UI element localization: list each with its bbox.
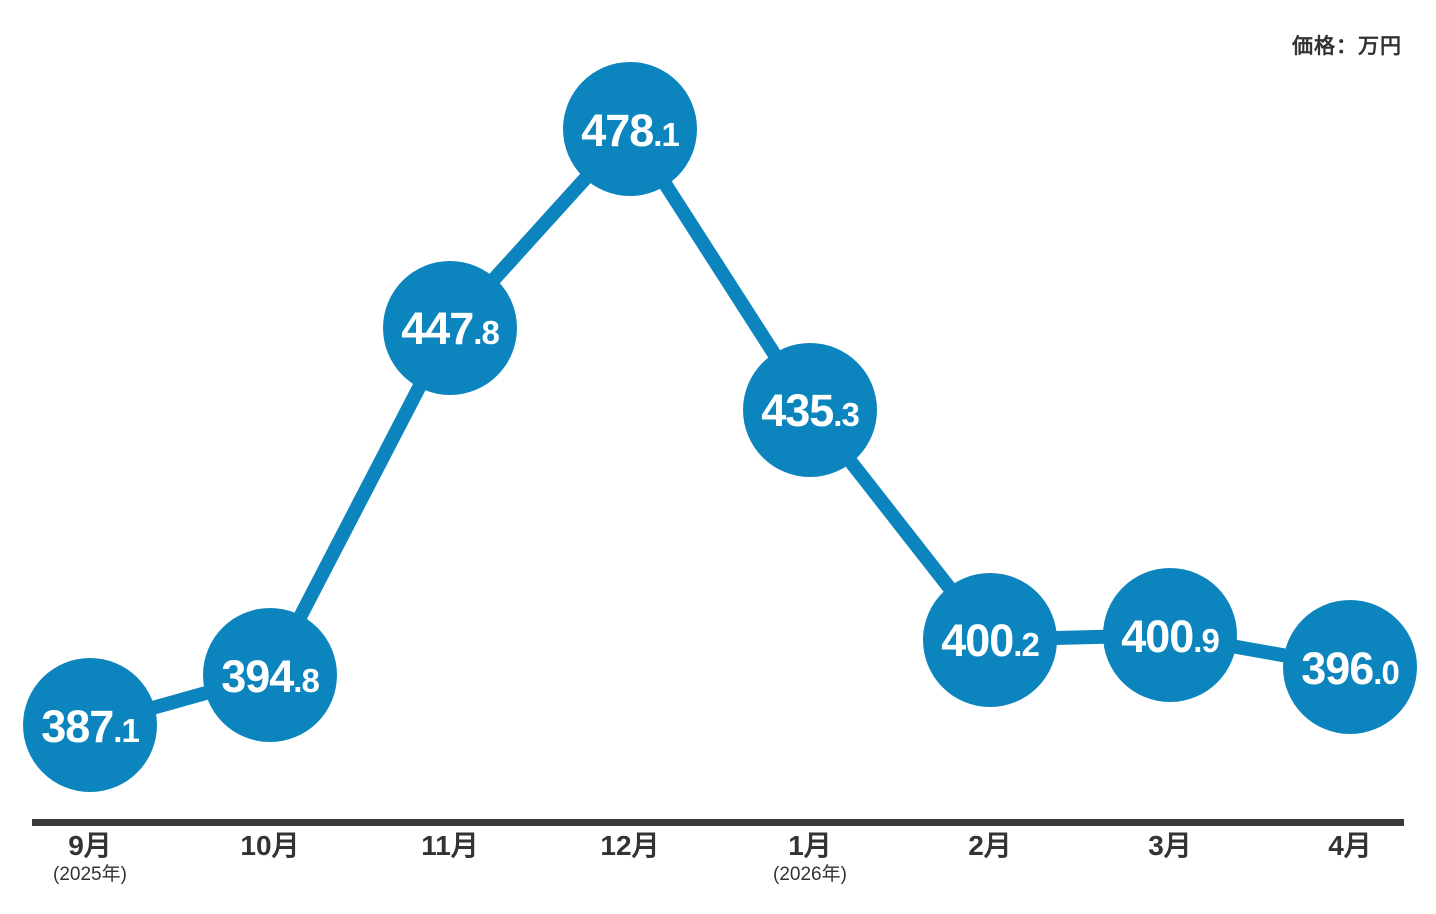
x-axis-month-label: 2月 bbox=[968, 830, 1012, 861]
data-point: 387.1 bbox=[23, 658, 157, 793]
data-point: 400.9 bbox=[1103, 568, 1237, 703]
x-axis-month-label: 10月 bbox=[240, 830, 300, 861]
data-point-value: 435.3 bbox=[761, 385, 860, 437]
x-axis-month-label: 3月 bbox=[1148, 830, 1192, 861]
x-axis-month-label: 4月 bbox=[1328, 830, 1372, 861]
data-point: 400.2 bbox=[923, 572, 1057, 707]
x-axis-month-label: 9月 bbox=[68, 830, 112, 861]
data-point-value: 400.2 bbox=[941, 615, 1040, 667]
x-axis-label: 4月 bbox=[1260, 830, 1436, 862]
unit-label: 価格：万円 bbox=[1292, 35, 1402, 58]
x-axis-label: 10月 bbox=[180, 830, 360, 862]
x-axis-month-label: 1月 bbox=[788, 830, 832, 861]
data-point-value: 400.9 bbox=[1121, 610, 1220, 662]
x-axis-label: 9月 (2025年) bbox=[0, 830, 180, 887]
x-axis-year-label: (2026年) bbox=[773, 863, 847, 885]
x-axis-label: 2月 bbox=[900, 830, 1080, 862]
x-axis-label: 1月 (2026年) bbox=[720, 830, 900, 887]
data-point: 396.0 bbox=[1283, 600, 1417, 735]
data-point-value: 394.8 bbox=[221, 650, 320, 702]
data-point: 394.8 bbox=[203, 608, 337, 743]
data-point: 478.1 bbox=[563, 62, 697, 197]
x-axis-label: 12月 bbox=[540, 830, 720, 862]
data-point: 435.3 bbox=[743, 342, 877, 477]
data-point-value: 478.1 bbox=[581, 104, 680, 156]
x-axis-month-label: 12月 bbox=[600, 830, 660, 861]
data-point-value: 447.8 bbox=[401, 303, 500, 355]
data-point-value: 396.0 bbox=[1301, 642, 1400, 694]
x-axis-line bbox=[32, 819, 1404, 826]
x-axis-year-label: (2025年) bbox=[53, 863, 127, 885]
x-axis-month-label: 11月 bbox=[421, 830, 479, 861]
data-point: 447.8 bbox=[383, 260, 517, 395]
x-axis-label: 11月 bbox=[360, 830, 540, 862]
x-axis-label: 3月 bbox=[1080, 830, 1260, 862]
data-point-value: 387.1 bbox=[41, 700, 140, 752]
